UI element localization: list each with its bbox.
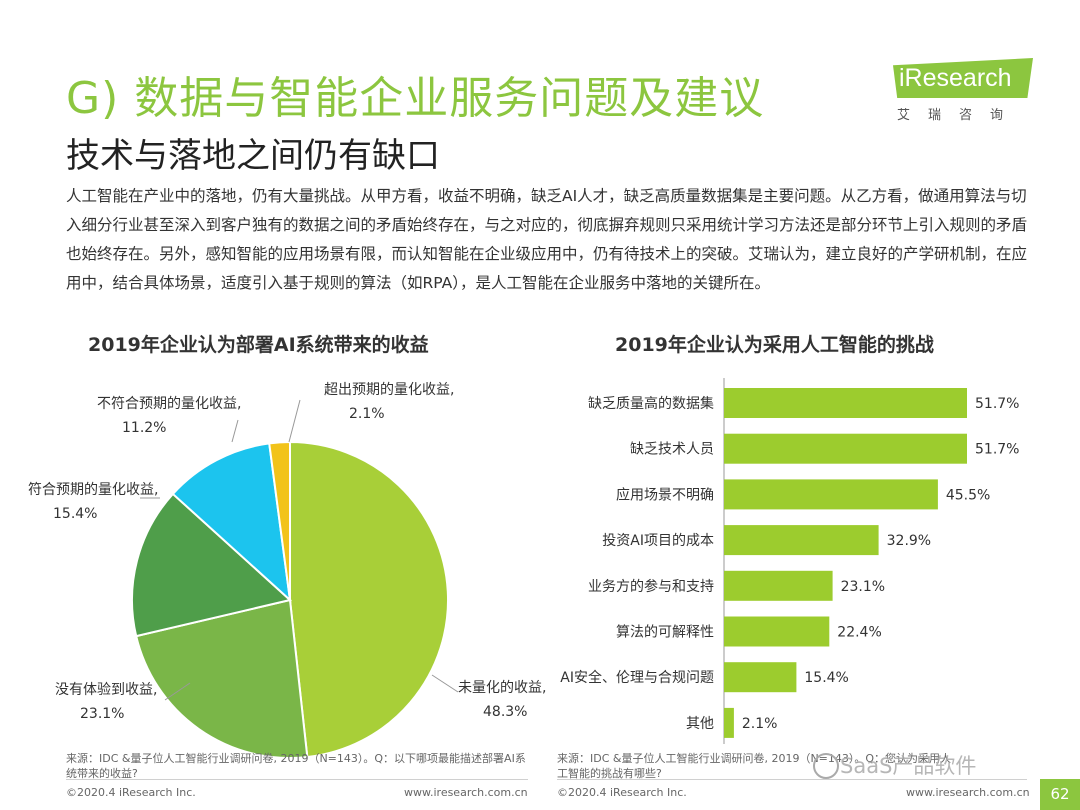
bar bbox=[724, 433, 967, 464]
pie-leader-line bbox=[288, 399, 301, 443]
pie-value-label: 11.2% bbox=[122, 420, 166, 436]
bar-value-label: 32.9% bbox=[887, 533, 931, 549]
pie-value-label: 23.1% bbox=[80, 706, 124, 722]
bar-chart-title: 2019年企业认为采用人工智能的挑战 bbox=[615, 334, 934, 356]
pie-label: 超出预期的量化收益, bbox=[324, 382, 454, 398]
bar-value-label: 23.1% bbox=[841, 579, 885, 595]
footer-copyright-left: ©2020.4 iResearch Inc. bbox=[66, 786, 196, 799]
wechat-icon bbox=[813, 753, 839, 779]
footer-copyright-right: ©2020.4 iResearch Inc. bbox=[557, 786, 687, 799]
bar-category-label: 算法的可解释性 bbox=[616, 625, 714, 641]
bar-category-label: 应用场景不明确 bbox=[616, 486, 714, 503]
pie-leader-line bbox=[164, 682, 191, 701]
pie-leader-line bbox=[431, 674, 459, 693]
bar-category-label: 缺乏质量高的数据集 bbox=[588, 395, 714, 412]
bar-value-label: 45.5% bbox=[946, 487, 990, 503]
bar-category-label: AI安全、伦理与合规问题 bbox=[560, 669, 714, 686]
page-number: 62 bbox=[1040, 779, 1080, 810]
footer-url-right: www.iresearch.com.cn bbox=[906, 786, 1030, 799]
bar bbox=[724, 525, 879, 556]
pie-value-label: 2.1% bbox=[349, 406, 385, 422]
pie-value-label: 15.4% bbox=[53, 506, 97, 522]
body-paragraph: 人工智能在产业中的落地，仍有大量挑战。从甲方看，收益不明确，缺乏AI人才，缺乏高… bbox=[66, 187, 1028, 292]
footer-url-left: www.iresearch.com.cn bbox=[404, 786, 528, 799]
bar-category-label: 业务方的参与和支持 bbox=[588, 578, 714, 595]
bar bbox=[724, 707, 734, 738]
bar-value-label: 15.4% bbox=[804, 670, 848, 686]
bar-category-label: 投资AI项目的成本 bbox=[602, 533, 714, 549]
footer-divider-right bbox=[557, 779, 1027, 780]
page-subtitle: 技术与落地之间仍有缺口 bbox=[66, 136, 440, 176]
watermark-text: SaaS产品软件 bbox=[840, 754, 977, 778]
logo-subtitle: 艾瑞咨询 bbox=[897, 108, 1022, 123]
bar-value-label: 51.7% bbox=[975, 442, 1019, 458]
pie-label: 没有体验到收益, bbox=[55, 682, 157, 698]
pie-slice bbox=[134, 598, 309, 759]
page-title: G) 数据与智能企业服务问题及建议 bbox=[66, 73, 765, 124]
pie-slice bbox=[131, 492, 293, 638]
bar bbox=[724, 616, 830, 647]
pie-label: 不符合预期的量化收益, bbox=[97, 396, 241, 412]
pie-slice bbox=[289, 440, 450, 759]
source-note-right: 来源：IDC &量子位人工智能行业调研问卷, 2019（N=143）。Q：您认为… bbox=[557, 752, 952, 780]
bar bbox=[724, 388, 967, 418]
bar-value-label: 2.1% bbox=[742, 716, 778, 732]
bar bbox=[724, 570, 833, 601]
bar-value-label: 22.4% bbox=[837, 625, 881, 641]
bar-value-label: 51.7% bbox=[975, 396, 1019, 412]
source-note-left: 来源：IDC &量子位人工智能行业调研问卷, 2019（N=143）。Q：以下哪… bbox=[66, 752, 526, 780]
pie-slice bbox=[171, 442, 292, 603]
pie-label: 符合预期的量化收益, bbox=[28, 482, 158, 498]
bar-category-label: 其他 bbox=[686, 716, 714, 732]
bar-category-label: 缺乏技术人员 bbox=[630, 442, 714, 458]
pie-leader-line bbox=[231, 419, 239, 443]
bar bbox=[724, 479, 938, 510]
bar bbox=[724, 662, 797, 693]
pie-chart-title: 2019年企业认为部署AI系统带来的收益 bbox=[88, 334, 429, 356]
pie-label: 未量化的收益, bbox=[458, 680, 546, 696]
logo-wordmark: iResearch bbox=[893, 58, 1033, 98]
footer-divider-left bbox=[66, 779, 528, 780]
pie-slice bbox=[268, 440, 291, 601]
iresearch-logo: iResearch 艾瑞咨询 bbox=[893, 58, 1033, 128]
pie-value-label: 48.3% bbox=[483, 704, 527, 720]
